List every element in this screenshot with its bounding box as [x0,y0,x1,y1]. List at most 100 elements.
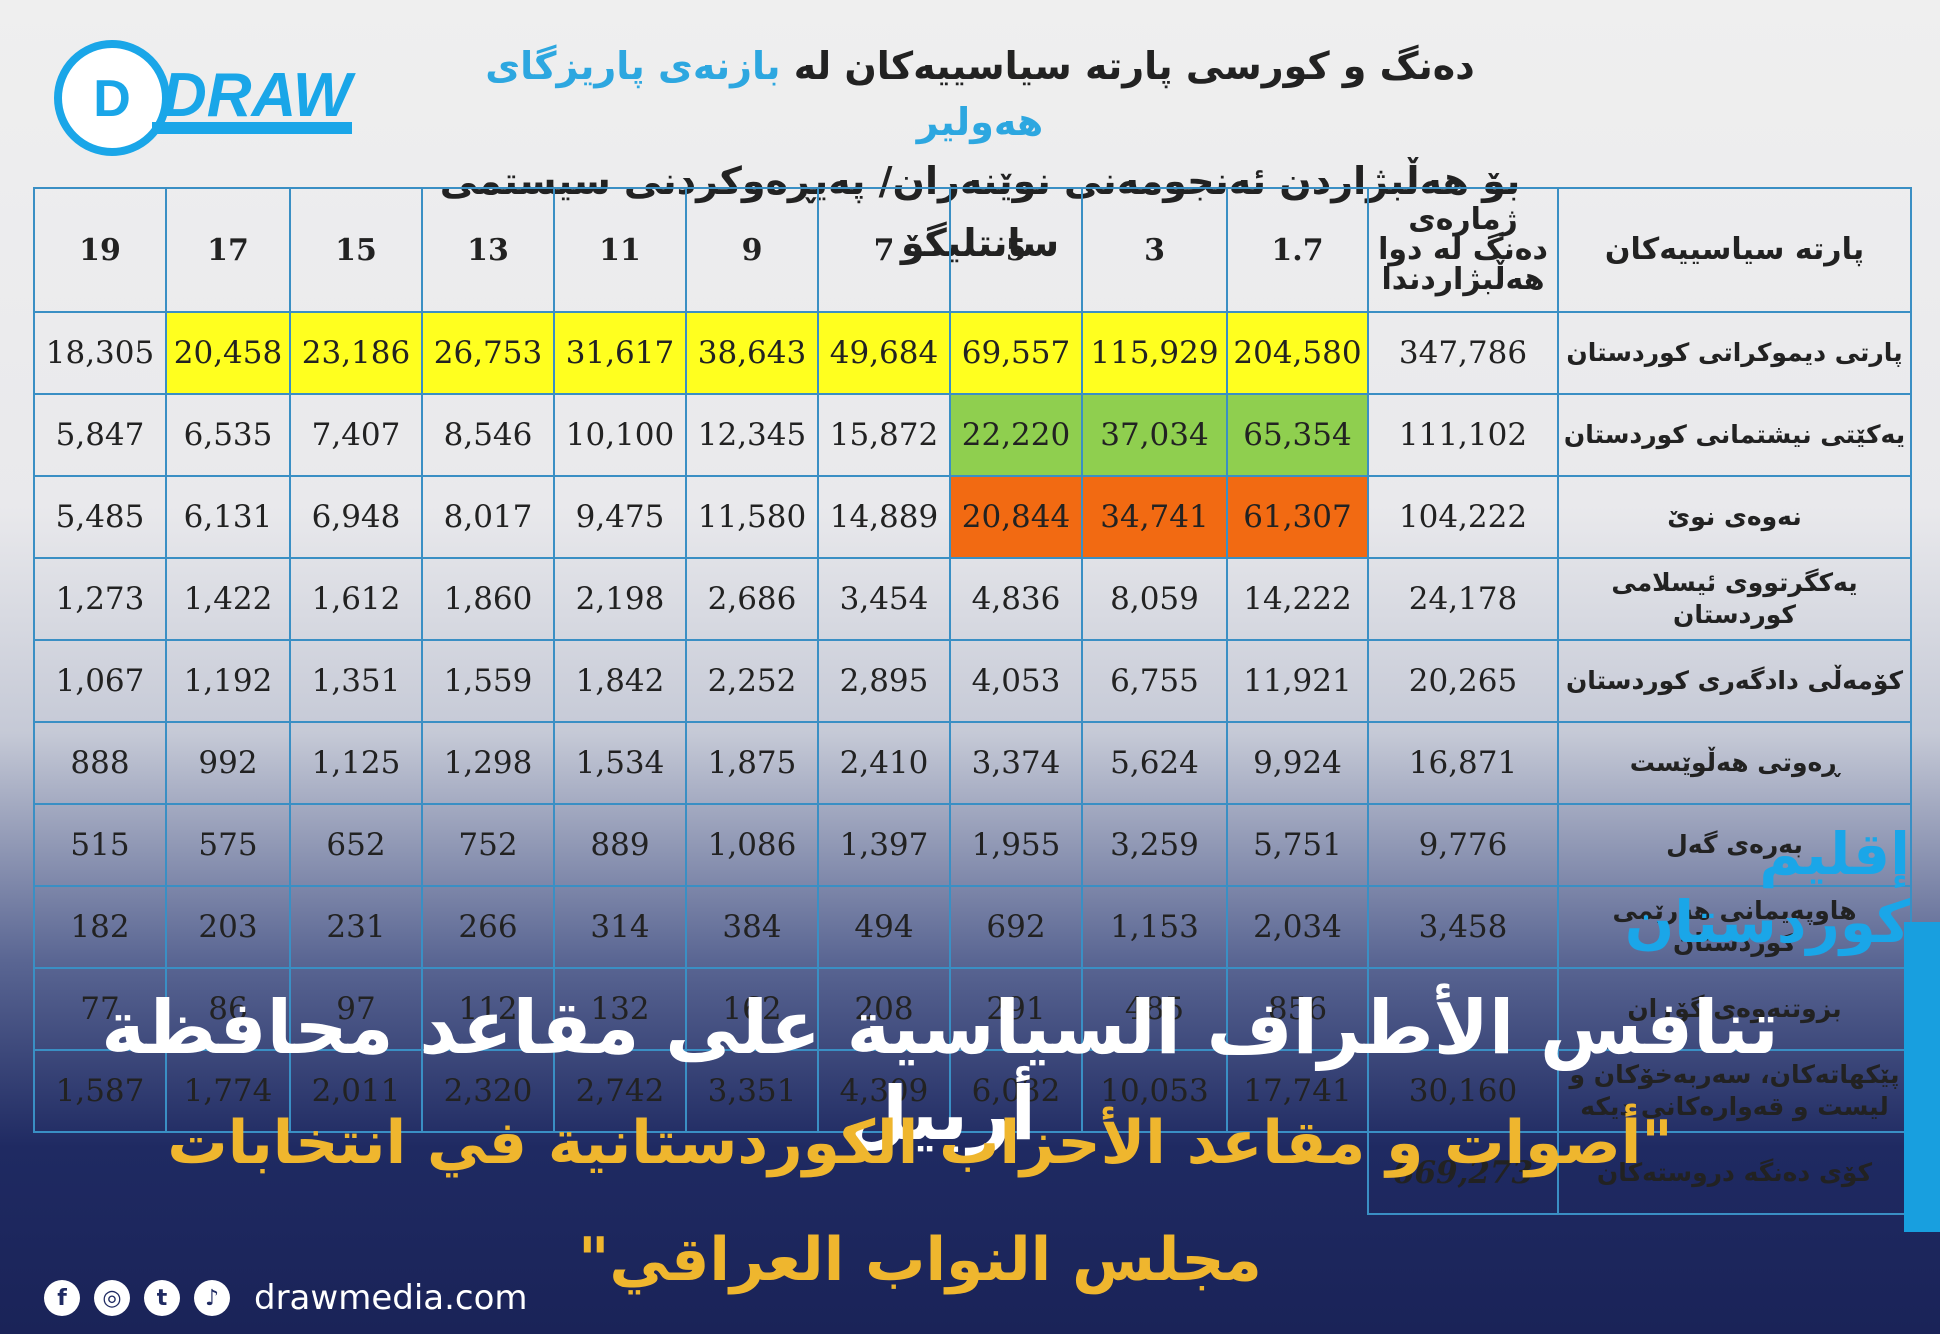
table-cell: 8,017 [421,475,555,559]
table-cell: 384 [685,885,819,969]
table-cell: 1,955 [949,803,1083,887]
total-row: 669,273 کۆی دەنگە دروستەکان [34,1131,1912,1215]
table-cell: 231 [289,885,423,969]
table-cell: 6,948 [289,475,423,559]
table-cell: 11,580 [685,475,819,559]
votes-cell: 30,160 [1367,1049,1559,1133]
draw-logo: D DRAW [54,40,356,156]
table-cell: 692 [949,885,1083,969]
table-cell: 2,686 [685,557,819,641]
table-cell: 20,844 [949,475,1083,559]
table-cell: 2,320 [421,1049,555,1133]
table-cell: 31,617 [553,311,687,395]
svg-text:D: D [93,70,131,128]
table-cell: 115,929 [1081,311,1228,395]
table-row: 182 203 231 266 314 384 494 692 1,153 2,… [33,885,1912,969]
main-title: تنافس الأطراف السياسية على مقاعد محافظة … [101,985,1779,1157]
table-cell: 1,534 [553,721,687,805]
accent-bar [1904,922,1940,1232]
table-cell: 1,875 [685,721,819,805]
votes-cell: 347,786 [1367,311,1559,395]
table-cell: 22,220 [949,393,1083,477]
table-cell: 8,546 [421,393,555,477]
table-cell: 1,153 [1081,885,1228,969]
table-cell: 3,454 [817,557,951,641]
table-cell: 132 [553,967,687,1051]
table-cell: 888 [33,721,167,805]
divisor-header: 15 [289,187,423,313]
table-cell: 6,755 [1081,639,1228,723]
votes-cell: 3,458 [1367,885,1559,969]
seats-table: 19 17 15 13 11 9 7 5 3 1.7 ژمارەی دەنگ ل… [33,187,1912,1215]
divisor-header: 17 [165,187,291,313]
table-cell: 485 [1081,967,1228,1051]
table-cell: 14,889 [817,475,951,559]
table-cell: 1,273 [33,557,167,641]
table-cell: 1,559 [421,639,555,723]
table-cell: 10,100 [553,393,687,477]
party-name: یەکگرتووی ئیسلامی کوردستان [1557,557,1912,641]
table-cell: 4,053 [949,639,1083,723]
table-cell: 18,305 [33,311,167,395]
party-name: پارتی دیموکراتی کوردستان [1557,311,1912,395]
region-label: إقليم كوردستان [1624,820,1910,956]
table-cell: 1,774 [165,1049,291,1133]
party-name: ڕەوتی هەڵوێست [1557,721,1912,805]
table-cell: 1,422 [165,557,291,641]
tiktok-icon[interactable]: ♪ [194,1280,230,1316]
table-cell: 1,067 [33,639,167,723]
table-cell: 3,374 [949,721,1083,805]
table-cell: 77 [33,967,167,1051]
table-cell: 112 [421,967,555,1051]
divisor-header: 11 [553,187,687,313]
table-cell: 2,252 [685,639,819,723]
votes-header: ژمارەی دەنگ لە دوا هەڵبژاردندا [1367,187,1559,313]
table-cell: 291 [949,967,1083,1051]
twitter-icon[interactable]: t [144,1280,180,1316]
table-header-row: 19 17 15 13 11 9 7 5 3 1.7 ژمارەی دەنگ ل… [33,187,1912,313]
table-cell: 5,751 [1226,803,1369,887]
table-cell: 992 [165,721,291,805]
table-cell: 1,860 [421,557,555,641]
votes-cell: 104,222 [1367,475,1559,559]
table-cell: 515 [33,803,167,887]
table-cell: 23,186 [289,311,423,395]
instagram-icon[interactable]: ◎ [94,1280,130,1316]
table-row: 515 575 652 752 889 1,086 1,397 1,955 3,… [33,803,1912,887]
table-row: 1,587 1,774 2,011 2,320 2,742 3,351 4,30… [33,1049,1912,1133]
table-row: 888 992 1,125 1,298 1,534 1,875 2,410 3,… [33,721,1912,805]
table-cell: 2,198 [553,557,687,641]
table-cell: 4,309 [817,1049,951,1133]
divisor-header: 13 [421,187,555,313]
divisor-header: 5 [949,187,1083,313]
website-link[interactable]: drawmedia.com [254,1278,528,1318]
table-cell: 8,059 [1081,557,1228,641]
table-cell: 4,836 [949,557,1083,641]
table-cell: 2,034 [1226,885,1369,969]
party-name: یەکێتی نیشتمانی کوردستان [1557,393,1912,477]
divisor-header: 9 [685,187,819,313]
table-cell: 37,034 [1081,393,1228,477]
table-cell: 14,222 [1226,557,1369,641]
table-row: 18,305 20,458 23,186 26,753 31,617 38,64… [33,311,1912,395]
subtitle-line2: مجلس النواب العراقي" [578,1225,1262,1295]
table-cell: 314 [553,885,687,969]
table-cell: 17,741 [1226,1049,1369,1133]
table-cell: 6,131 [165,475,291,559]
table-cell: 2,742 [553,1049,687,1133]
table-cell: 3,351 [685,1049,819,1133]
party-name: کۆمەڵی دادگەری کوردستان [1557,639,1912,723]
total-votes: 669,273 [1367,1131,1559,1215]
table-cell: 49,684 [817,311,951,395]
table-row: 1,273 1,422 1,612 1,860 2,198 2,686 3,45… [33,557,1912,641]
table-cell: 12,345 [685,393,819,477]
table-cell: 1,086 [685,803,819,887]
table-cell: 38,643 [685,311,819,395]
table-cell: 5,847 [33,393,167,477]
table-cell: 1,397 [817,803,951,887]
table-cell: 11,921 [1226,639,1369,723]
facebook-icon[interactable]: f [44,1280,80,1316]
table-cell: 266 [421,885,555,969]
table-cell: 2,410 [817,721,951,805]
